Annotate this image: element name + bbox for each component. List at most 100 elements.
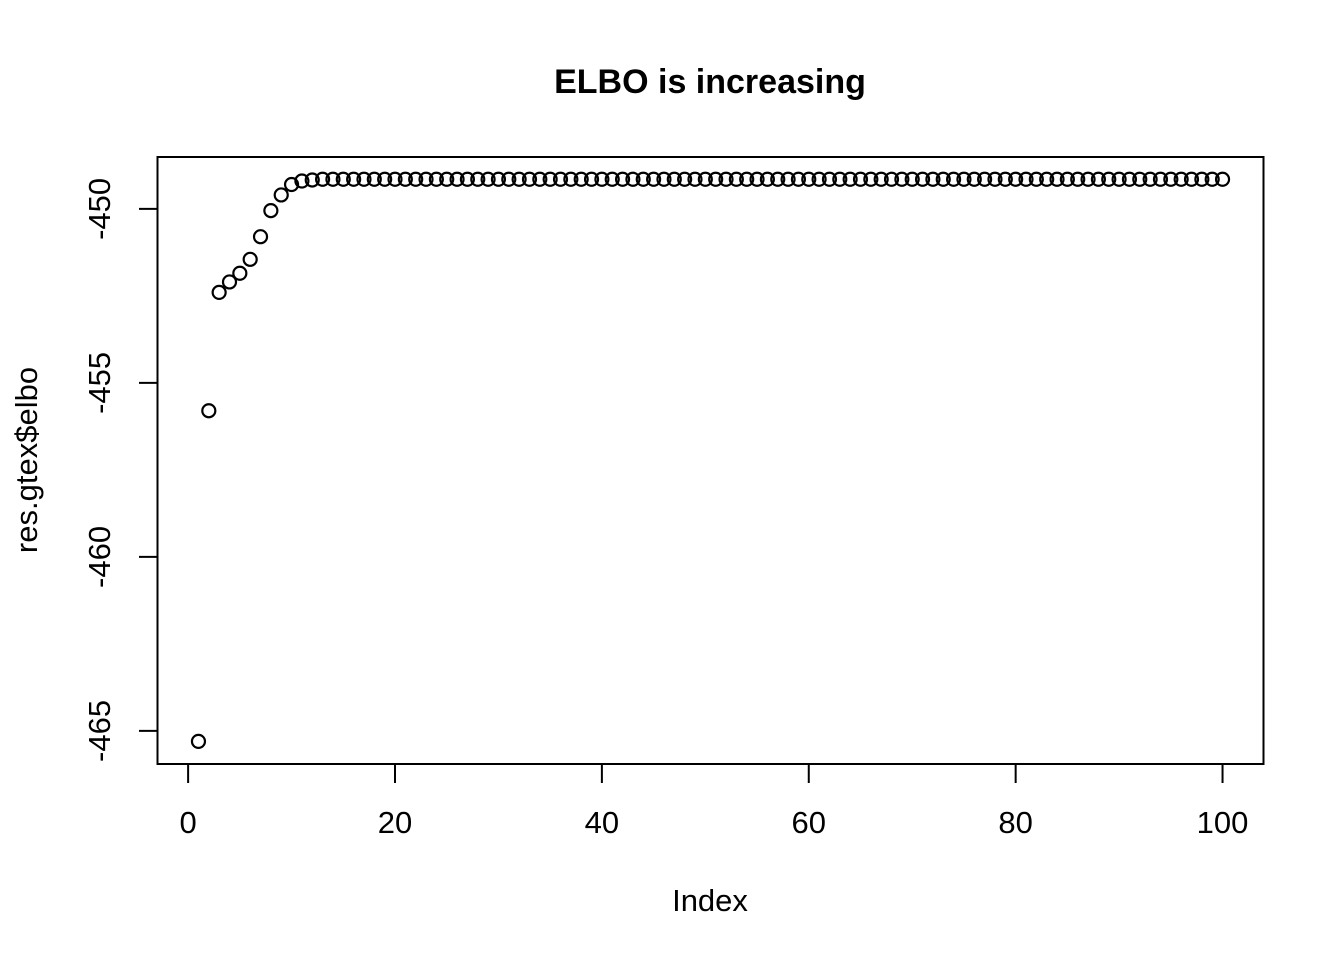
data-point	[904, 171, 920, 187]
data-point	[956, 171, 972, 187]
x-tick-label: 100	[1197, 805, 1249, 840]
data-point	[335, 171, 351, 187]
data-point	[1049, 171, 1065, 187]
data-point	[542, 171, 558, 187]
data-point	[1101, 171, 1117, 187]
x-tick-label: 40	[585, 805, 619, 840]
x-tick-label: 80	[998, 805, 1032, 840]
data-point	[201, 403, 217, 419]
data-point	[418, 171, 434, 187]
data-point	[366, 171, 382, 187]
data-point	[449, 171, 465, 187]
data-point	[801, 171, 817, 187]
data-point	[242, 251, 258, 267]
data-point	[532, 171, 548, 187]
data-point	[728, 171, 744, 187]
data-point	[1214, 171, 1231, 187]
data-point	[697, 171, 713, 187]
y-axis-label: res.gtex$elbo	[9, 367, 44, 553]
y-tick-label: -460	[82, 526, 117, 588]
y-tick-label: -450	[82, 178, 117, 240]
data-point	[273, 187, 289, 203]
data-point	[428, 171, 444, 187]
data-point	[821, 171, 838, 187]
data-point	[470, 171, 486, 187]
data-point	[583, 171, 600, 187]
data-point	[852, 171, 869, 187]
data-point	[1204, 171, 1220, 187]
data-point	[656, 171, 672, 187]
data-point	[521, 171, 538, 187]
data-point	[511, 171, 527, 187]
data-point	[1008, 171, 1024, 187]
data-point	[718, 171, 734, 187]
data-point	[842, 171, 858, 187]
data-point	[914, 171, 931, 187]
data-point	[997, 171, 1013, 187]
data-point	[811, 171, 827, 187]
data-point	[687, 171, 703, 187]
data-point	[263, 203, 279, 219]
y-axis-ticks: -465 -460 -455 -450	[82, 178, 158, 762]
y-tick-label: -465	[82, 700, 117, 762]
data-point	[283, 176, 300, 193]
data-point	[1039, 171, 1055, 187]
data-point	[1163, 171, 1179, 187]
data-point	[987, 171, 1003, 187]
data-point	[832, 171, 848, 187]
plot-points	[190, 171, 1231, 749]
data-point	[966, 171, 982, 187]
data-point	[749, 171, 765, 187]
data-point	[408, 171, 424, 187]
data-point	[314, 171, 331, 187]
data-point	[552, 171, 569, 187]
data-point	[1194, 171, 1210, 187]
data-point	[1059, 171, 1075, 187]
data-point	[304, 172, 320, 188]
data-point	[1132, 171, 1148, 187]
data-point	[894, 171, 910, 187]
y-tick-label: -455	[82, 352, 117, 414]
data-point	[325, 171, 341, 187]
x-tick-label: 60	[792, 805, 826, 840]
data-point	[190, 733, 207, 749]
data-point	[377, 171, 393, 187]
data-point	[604, 171, 620, 187]
data-point	[635, 171, 651, 187]
data-point	[977, 171, 993, 187]
data-point	[459, 171, 476, 187]
plot-box	[156, 156, 1265, 765]
data-point	[1173, 171, 1189, 187]
data-point	[739, 171, 755, 187]
data-point	[883, 171, 900, 187]
data-point	[387, 171, 403, 187]
x-tick-label: 20	[378, 805, 412, 840]
chart-title: ELBO is increasing	[554, 63, 866, 101]
data-point	[294, 173, 310, 189]
data-point	[356, 171, 372, 187]
data-point	[252, 229, 269, 245]
data-point	[439, 171, 455, 187]
x-axis-ticks: 0 20 40 60 80 100	[179, 764, 1248, 840]
data-point	[594, 171, 610, 187]
data-point	[770, 171, 786, 187]
data-point	[935, 171, 951, 187]
data-point	[211, 284, 227, 300]
data-point	[780, 171, 796, 187]
data-point	[1070, 171, 1086, 187]
data-point	[677, 171, 693, 187]
data-point	[490, 171, 507, 187]
data-point	[1018, 171, 1034, 187]
data-point	[945, 171, 962, 187]
data-point	[614, 171, 631, 187]
data-point	[863, 171, 879, 187]
data-point	[232, 265, 248, 281]
x-axis-label: Index	[672, 883, 748, 918]
data-point	[1090, 171, 1107, 187]
data-point	[221, 274, 238, 290]
data-point	[759, 171, 775, 187]
data-point	[925, 171, 941, 187]
data-point	[1152, 171, 1169, 187]
